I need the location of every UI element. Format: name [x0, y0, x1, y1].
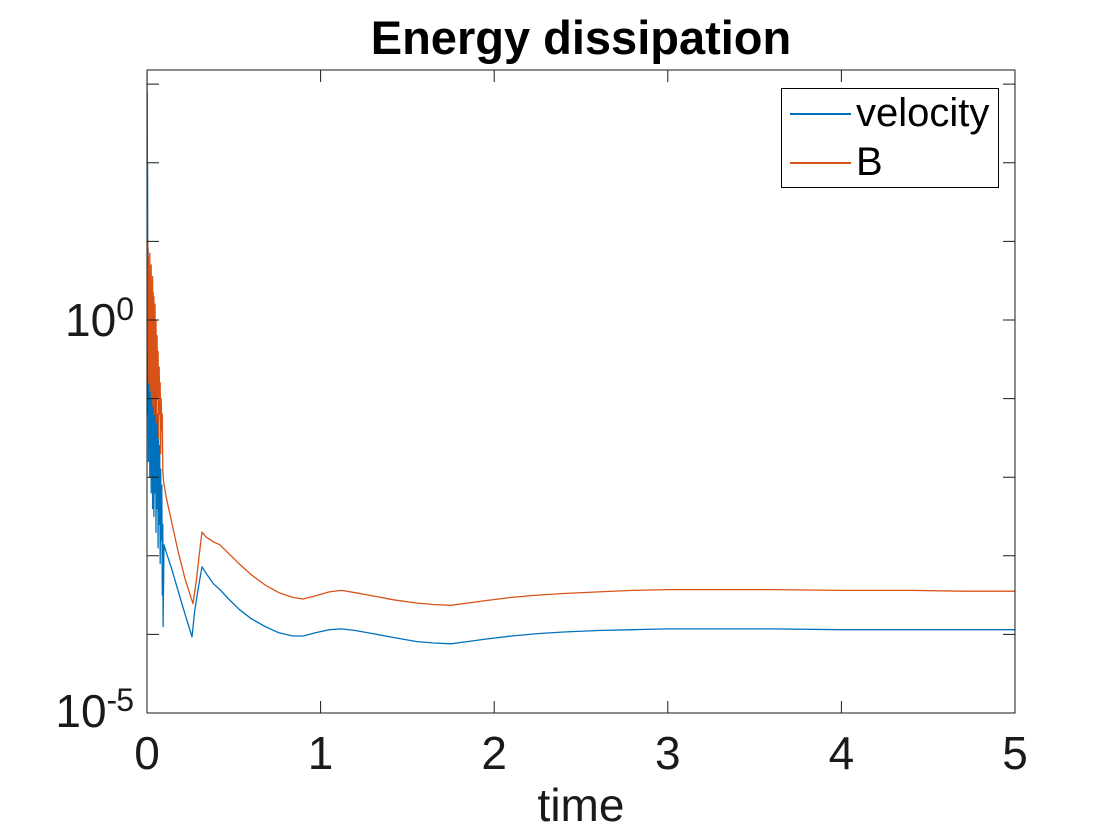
- x-tick-label-1: 1: [307, 727, 334, 779]
- series-line-velocity: [147, 72, 1015, 645]
- legend-row-velocity: velocity: [782, 89, 998, 138]
- legend-label-b: B: [856, 140, 883, 184]
- legend-line-b-icon: [790, 161, 851, 164]
- legend-label-velocity: velocity: [856, 91, 990, 135]
- x-tick-label-2: 2: [481, 727, 507, 779]
- chart-title: Energy dissipation: [370, 11, 792, 64]
- legend: velocity B: [781, 88, 999, 188]
- x-tick-label-0: 0: [134, 727, 160, 779]
- data-series-group: [147, 72, 1015, 645]
- x-tick-label-5: 5: [1002, 727, 1028, 779]
- y-tick-label-1e-5: 10-5: [55, 682, 134, 737]
- x-tick-label-4: 4: [828, 727, 855, 779]
- x-tick-label-3: 3: [655, 727, 681, 779]
- y-tick-label-1e0: 100: [65, 291, 134, 346]
- x-axis-label: time: [537, 779, 625, 831]
- series-line-B: [147, 91, 1015, 606]
- legend-row-b: B: [782, 138, 998, 187]
- legend-line-velocity-icon: [790, 112, 851, 115]
- axes-box: [146, 69, 1016, 714]
